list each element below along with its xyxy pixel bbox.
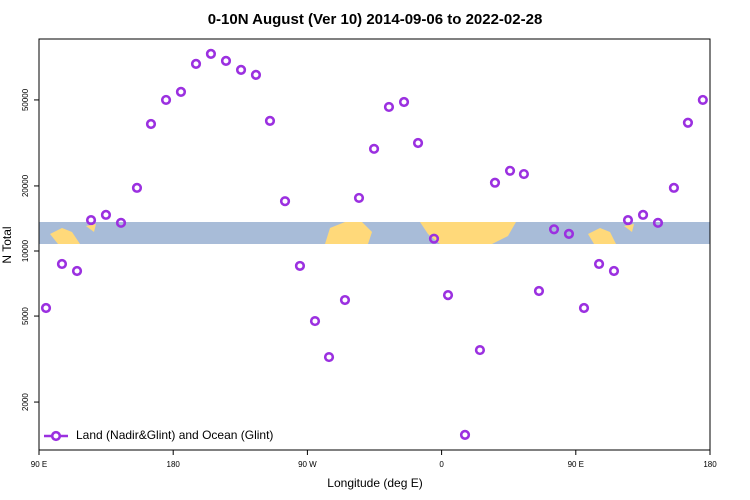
point: [563, 228, 575, 239]
point: [145, 118, 157, 130]
x-tick-label: 90 E: [31, 460, 47, 469]
point: [622, 214, 634, 226]
point: [279, 196, 291, 207]
point: [71, 265, 83, 277]
point: [160, 94, 172, 106]
point: [518, 168, 530, 180]
y-axis-label: N Total: [0, 226, 14, 263]
y-tick-label: 50000: [21, 88, 30, 111]
x-tick-label: 90 E: [568, 460, 584, 469]
point: [442, 290, 454, 301]
map-strip: [39, 222, 710, 244]
x-tick-label: 90 W: [298, 460, 317, 469]
point: [548, 224, 560, 235]
point: [353, 192, 365, 204]
y-tick-label: 2000: [21, 393, 30, 411]
point: [220, 55, 232, 66]
point: [56, 258, 68, 270]
point: [131, 182, 143, 193]
point: [339, 294, 351, 306]
point: [533, 285, 545, 297]
point: [175, 86, 187, 97]
point: [412, 137, 424, 149]
point: [383, 101, 395, 113]
x-tick-label: 180: [167, 460, 181, 469]
land: [86, 224, 96, 232]
point: [474, 344, 486, 356]
land: [588, 228, 616, 244]
point: [323, 351, 335, 363]
land: [624, 224, 634, 232]
point: [368, 143, 380, 154]
chart-title: 0-10N August (Ver 10) 2014-09-06 to 2022…: [208, 11, 543, 28]
point: [593, 258, 605, 270]
y-tick-label: 10000: [21, 239, 30, 262]
y-tick-label: 20000: [21, 174, 30, 197]
y-tick-label: 5000: [21, 307, 30, 325]
point: [682, 117, 694, 128]
point: [652, 217, 664, 228]
x-axis-label: Longitude (deg E): [327, 476, 422, 490]
point: [697, 94, 708, 106]
point: [489, 177, 501, 188]
land: [50, 228, 80, 244]
point: [205, 48, 217, 59]
legend-marker: [50, 430, 62, 442]
point: [504, 165, 516, 176]
point: [294, 260, 306, 272]
point: [235, 64, 247, 75]
point: [459, 429, 471, 440]
point: [40, 302, 52, 314]
point: [578, 302, 590, 314]
point: [250, 69, 262, 80]
point: [190, 58, 202, 70]
point: [668, 182, 680, 193]
plot-frame: [38, 38, 711, 451]
point: [115, 217, 127, 228]
point: [398, 96, 410, 108]
point: [100, 209, 112, 220]
point: [608, 265, 620, 277]
x-tick-label: 180: [703, 460, 717, 469]
legend-label: Land (Nadir&Glint) and Ocean (Glint): [76, 428, 273, 442]
land: [325, 222, 372, 244]
land: [420, 222, 516, 244]
point: [85, 214, 97, 226]
point: [309, 315, 321, 327]
ocean-strip: [39, 222, 710, 244]
point: [637, 209, 649, 220]
point: [264, 115, 276, 126]
point: [428, 233, 440, 244]
x-tick-label: 0: [439, 460, 444, 469]
